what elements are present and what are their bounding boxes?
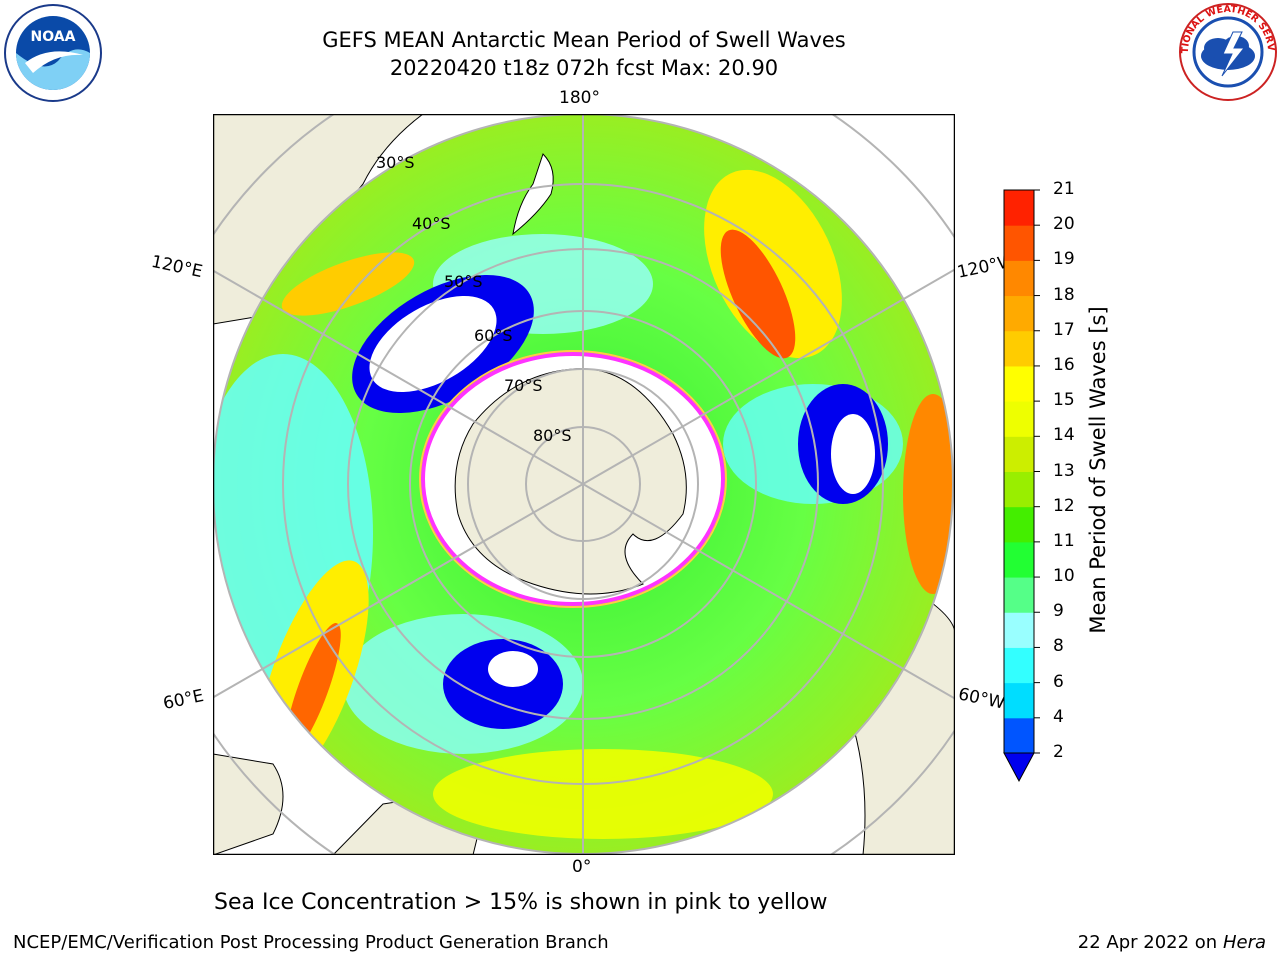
footer-date-text: 22 Apr 2022 on (1077, 932, 1223, 953)
colorbar-label: Mean Period of Swell Waves [s] (1086, 306, 1110, 634)
colorbar-segment (1004, 682, 1034, 719)
colorbar-tick-label: 14 (1053, 425, 1075, 446)
colorbar-segment (1004, 225, 1034, 261)
lat-label-60s: 60°S (474, 326, 513, 345)
colorbar-tick-label: 12 (1053, 495, 1075, 516)
colorbar-segment (1004, 436, 1034, 472)
colorbar-tick-label: 21 (1053, 179, 1075, 199)
new-zealand-land (512, 153, 554, 236)
colorbar-extend-arrow (1003, 752, 1035, 783)
colorbar-segment (1004, 717, 1034, 754)
lat-label-40s: 40°S (412, 214, 451, 233)
sea-ice-note: Sea Ice Concentration > 15% is shown in … (214, 890, 828, 915)
lat-label-30s: 30°S (376, 153, 415, 172)
colorbar-segment (1004, 612, 1034, 648)
lat-label-80s: 80°S (533, 426, 572, 445)
colorbar-tick-label: 18 (1053, 284, 1075, 305)
chart-subtitle: 20220420 t18z 072h fcst Max: 20.90 (389, 56, 779, 80)
colorbar-tick-label: 4 (1053, 706, 1064, 727)
colorbar-tick-label: 6 (1053, 671, 1064, 692)
colorbar-segment (1004, 401, 1034, 437)
colorbar-segment (1004, 541, 1034, 578)
colorbar-tick-label: 19 (1053, 249, 1075, 270)
colorbar-segment (1004, 506, 1034, 543)
colorbar-segment (1004, 365, 1034, 402)
colorbar-tick-label: 16 (1053, 354, 1075, 375)
colorbar-tick-label: 11 (1053, 530, 1075, 551)
colorbar-tick-label: 2 (1053, 742, 1064, 762)
lat-label-70s: 70°S (504, 376, 543, 395)
colorbar-tick-label: 10 (1053, 566, 1075, 587)
lon-label-180: 180° (559, 88, 600, 108)
colorbar-segment (1004, 190, 1034, 226)
footer-credit: NCEP/EMC/Verification Post Processing Pr… (13, 932, 609, 953)
chart-title: GEFS MEAN Antarctic Mean Period of Swell… (322, 28, 846, 52)
colorbar-segment (1004, 471, 1034, 508)
polar-map (213, 114, 955, 855)
footer-date: 22 Apr 2022 on Hera (1078, 932, 1266, 953)
colorbar-segment (1004, 577, 1034, 613)
madagascar-land (213, 753, 284, 855)
colorbar-segment (1004, 260, 1034, 297)
colorbar-segment (1004, 330, 1034, 367)
colorbar-tick-label: 15 (1053, 390, 1075, 411)
lon-label-0: 0° (572, 857, 592, 877)
footer-host: Hera (1222, 932, 1266, 953)
svg-text:NOAA: NOAA (31, 29, 76, 45)
colorbar (1003, 189, 1040, 783)
lon-label-120e: 120°E (149, 251, 205, 283)
colorbar-segment (1004, 647, 1034, 684)
colorbar-tick-label: 17 (1053, 319, 1075, 340)
colorbar-tick-label: 8 (1053, 636, 1064, 657)
lon-label-60e: 60°E (161, 685, 206, 715)
colorbar-segment (1004, 295, 1034, 332)
noaa-logo: NOAA (4, 4, 102, 102)
lon-label-60w: 60°W (956, 684, 1007, 714)
colorbar-tick-label: 20 (1053, 214, 1075, 235)
lat-label-50s: 50°S (444, 272, 483, 291)
nws-logo: NATIONAL WEATHER SERVICE (1178, 2, 1277, 101)
colorbar-tick-label: 13 (1053, 460, 1075, 481)
colorbar-tick-label: 9 (1053, 601, 1064, 622)
